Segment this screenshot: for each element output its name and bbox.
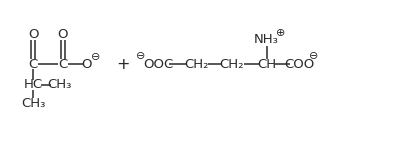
Text: ⊕: ⊕ [276,28,285,38]
Text: O: O [28,28,38,41]
Text: NH₃: NH₃ [254,33,279,46]
Text: HC: HC [23,78,43,91]
Text: O: O [82,58,92,71]
Text: CH₃: CH₃ [21,97,45,110]
Text: CH₂: CH₂ [184,58,208,71]
Text: OOC: OOC [143,58,173,71]
Text: C: C [59,58,68,71]
Text: +: + [116,57,129,72]
Text: O: O [58,28,68,41]
Text: CH₃: CH₃ [47,78,71,91]
Text: COO: COO [284,58,314,71]
Text: ⊖: ⊖ [309,51,318,61]
Text: C: C [28,58,38,71]
Text: CH: CH [257,58,276,71]
Text: ⊖: ⊖ [136,51,145,61]
Text: ⊖: ⊖ [91,52,100,62]
Text: CH₂: CH₂ [220,58,244,71]
